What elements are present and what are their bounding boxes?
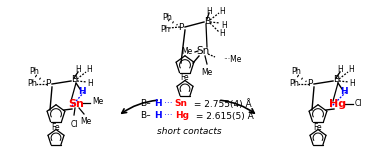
- Text: Me: Me: [92, 98, 103, 107]
- Text: H: H: [221, 21, 227, 30]
- Text: H: H: [75, 65, 81, 74]
- Text: H: H: [78, 87, 86, 96]
- Text: H: H: [87, 79, 93, 89]
- Text: Me: Me: [182, 47, 193, 56]
- Text: B: B: [204, 17, 210, 26]
- Text: Cl: Cl: [70, 120, 78, 129]
- Text: Ph: Ph: [160, 25, 170, 34]
- Text: Sn: Sn: [68, 99, 84, 109]
- Text: Ph: Ph: [291, 67, 301, 76]
- Text: Ph: Ph: [29, 67, 39, 76]
- Text: H: H: [219, 30, 225, 39]
- Text: = 2.755(4) Å: = 2.755(4) Å: [191, 99, 252, 109]
- Text: B–: B–: [140, 100, 150, 109]
- Text: H: H: [349, 79, 355, 89]
- Text: Sn: Sn: [197, 46, 210, 56]
- Text: P: P: [178, 23, 184, 32]
- Text: Fe: Fe: [52, 123, 60, 131]
- Text: H: H: [86, 65, 92, 74]
- Text: Ph: Ph: [27, 78, 37, 88]
- Text: Hg: Hg: [330, 99, 347, 109]
- Text: = 2.615(5) Å: = 2.615(5) Å: [193, 111, 254, 121]
- Text: Cl: Cl: [355, 100, 363, 109]
- Text: Sn: Sn: [175, 100, 188, 109]
- Text: Fe: Fe: [314, 123, 322, 131]
- Text: short contacts: short contacts: [157, 127, 221, 136]
- Text: H: H: [337, 65, 343, 74]
- Text: P: P: [45, 79, 51, 89]
- Text: Hg: Hg: [175, 112, 189, 121]
- Text: ···: ···: [164, 100, 172, 109]
- Text: H: H: [154, 112, 161, 121]
- Text: ···Me: ···Me: [223, 54, 242, 63]
- Text: Me: Me: [201, 68, 212, 77]
- Text: Ph: Ph: [289, 78, 299, 88]
- Text: H: H: [154, 100, 161, 109]
- Text: Fe: Fe: [181, 73, 189, 82]
- Text: B–: B–: [140, 112, 150, 121]
- Text: ···: ···: [164, 112, 172, 121]
- Text: B: B: [333, 75, 339, 85]
- Text: Ph: Ph: [162, 13, 172, 22]
- Text: B: B: [71, 75, 77, 85]
- Text: H: H: [206, 7, 212, 16]
- Text: H: H: [340, 87, 348, 96]
- Text: P: P: [307, 79, 313, 89]
- Text: H: H: [219, 7, 225, 16]
- Text: Me: Me: [81, 117, 91, 126]
- Text: H: H: [348, 65, 354, 74]
